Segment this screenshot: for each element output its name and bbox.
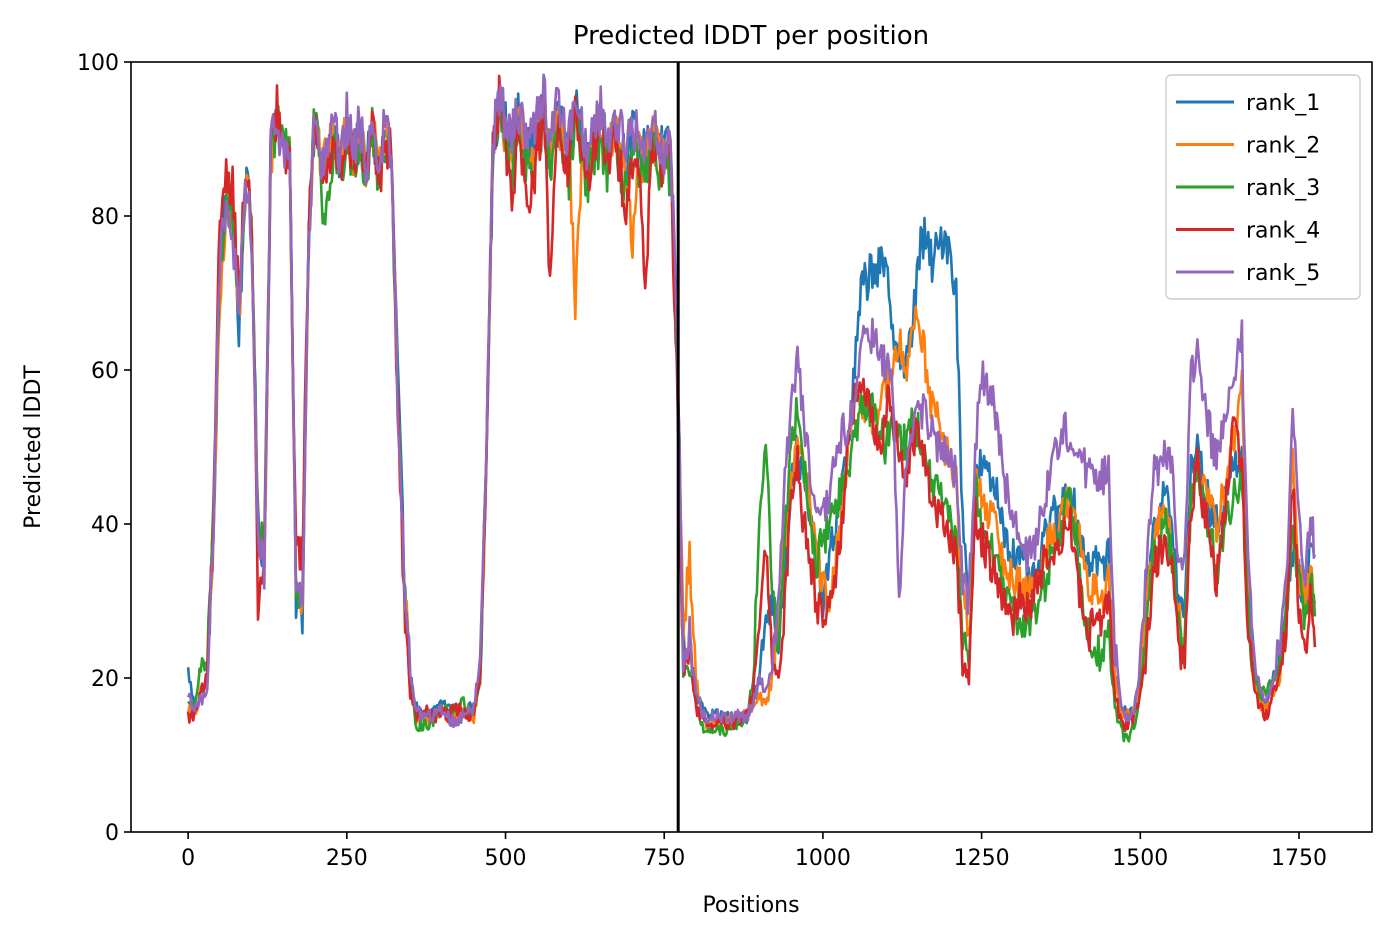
y-tick-label: 20: [91, 667, 119, 692]
legend-label-rank_1: rank_1: [1246, 91, 1320, 116]
x-tick-label: 0: [181, 846, 195, 871]
x-axis-label: Positions: [702, 893, 799, 918]
y-tick-label: 0: [105, 821, 119, 846]
plot-frame: [130, 61, 1373, 833]
series-layer: [186, 73, 1317, 743]
x-tick-label: 1000: [795, 846, 851, 871]
x-tick-label: 250: [326, 846, 368, 871]
series-line-rank_5: [186, 73, 1317, 729]
legend-label-rank_4: rank_4: [1246, 219, 1320, 244]
y-tick-label: 80: [91, 205, 119, 230]
y-axis-label: Predicted lDDT: [21, 365, 46, 529]
x-tick-label: 1750: [1271, 846, 1327, 871]
series-line-rank_4: [186, 74, 1317, 733]
y-tick-label: 40: [91, 513, 119, 538]
x-tick-label: 750: [643, 846, 685, 871]
y-axis-ticks: 0 20 40 60 80 100: [77, 51, 131, 846]
legend: rank_1 rank_2 rank_3 rank_4 rank_5: [1165, 74, 1361, 300]
y-tick-label: 100: [77, 51, 119, 76]
legend-label-rank_3: rank_3: [1246, 176, 1320, 201]
x-tick-label: 1250: [954, 846, 1010, 871]
legend-label-rank_2: rank_2: [1246, 134, 1320, 159]
legend-label-rank_5: rank_5: [1246, 261, 1320, 286]
x-tick-label: 500: [485, 846, 527, 871]
y-tick-label: 60: [91, 359, 119, 384]
x-axis-ticks: 0 250 500 750 1000 1250 1500 1750: [181, 832, 1327, 871]
x-tick-label: 1500: [1112, 846, 1168, 871]
legend-box: [1165, 74, 1361, 300]
chart-title: Predicted lDDT per position: [573, 21, 929, 51]
